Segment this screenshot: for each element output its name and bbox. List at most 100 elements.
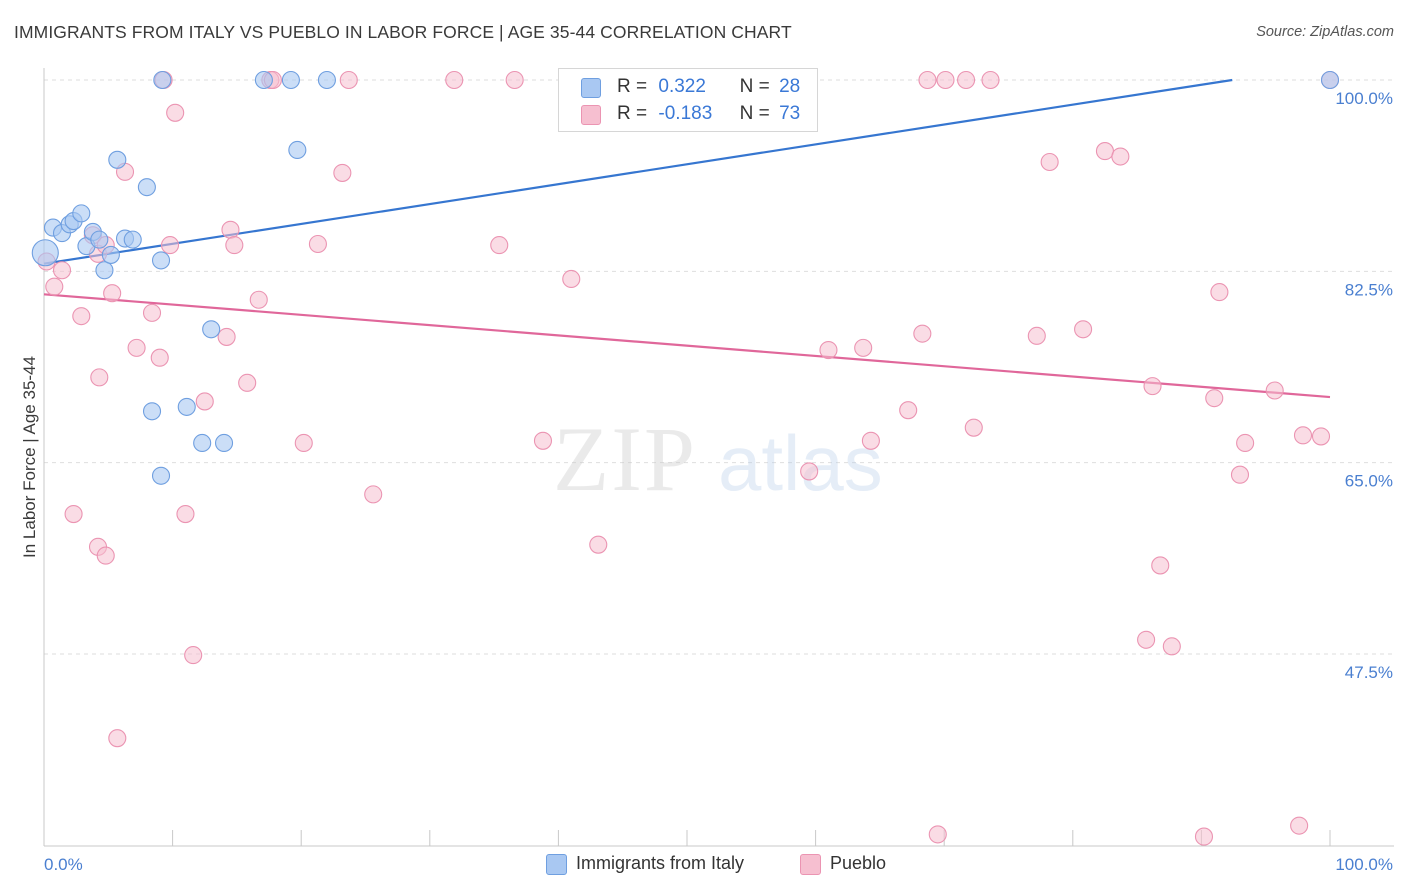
- pueblo-point: [308, 234, 327, 254]
- pueblo-point: [1074, 320, 1093, 339]
- pueblo-point: [90, 368, 109, 387]
- pueblo-point: [445, 70, 464, 90]
- bottom-legend-label-italy: Immigrants from Italy: [576, 853, 745, 873]
- pueblo-point: [294, 433, 313, 453]
- pueblo-point: [533, 431, 553, 450]
- italy-point: [137, 178, 156, 197]
- italy-point: [214, 433, 234, 453]
- italy-point: [254, 70, 273, 90]
- pueblo-point: [490, 236, 509, 255]
- pueblo-point: [166, 103, 185, 122]
- x-tick-label-min: 0.0%: [44, 855, 83, 874]
- italy-point: [108, 150, 127, 169]
- italy-point: [177, 397, 196, 416]
- pueblo-point: [1210, 283, 1229, 302]
- pueblo-point: [333, 163, 352, 182]
- italy-point: [142, 402, 162, 421]
- pueblo-point: [589, 535, 608, 554]
- pueblo-point: [221, 220, 240, 239]
- pueblo-point: [142, 303, 162, 322]
- pueblo-point: [52, 261, 72, 280]
- watermark: ZIP atlas: [553, 408, 883, 510]
- italy-point: [153, 70, 172, 90]
- italy-point: [123, 230, 142, 249]
- pueblo-point: [957, 70, 976, 90]
- legend-r-value: -0.183: [658, 103, 713, 124]
- italy-point: [281, 70, 300, 90]
- legend-n-value: 73: [779, 103, 801, 124]
- legend-n-label: N =: [739, 76, 770, 97]
- source-credit: Source: ZipAtlas.com: [1256, 24, 1394, 40]
- pueblo-point: [127, 338, 146, 357]
- legend-n-value: 28: [779, 76, 801, 97]
- y-tick-labels: 47.5% 65.0% 82.5% 100.0%: [1335, 89, 1393, 682]
- pueblo-point: [364, 485, 383, 504]
- pueblo-point: [861, 431, 880, 450]
- pueblo-point: [103, 284, 122, 303]
- pueblo-point: [1111, 147, 1130, 166]
- italy-point: [1320, 70, 1340, 90]
- pueblo-point: [176, 505, 195, 524]
- axes: [43, 68, 1394, 847]
- italy-point: [72, 204, 91, 223]
- legend-r-value: 0.322: [658, 76, 706, 97]
- pueblo-point: [1162, 637, 1181, 656]
- pueblo-point: [238, 373, 257, 392]
- legend-r-label: R =: [617, 103, 648, 124]
- y-tick-label: 65.0%: [1345, 472, 1393, 491]
- pueblo-point: [562, 269, 581, 289]
- pueblo-point: [195, 392, 214, 411]
- pueblo-point: [854, 338, 873, 357]
- pueblo-point: [505, 70, 524, 90]
- italy-point: [90, 230, 109, 249]
- watermark-zip: ZIP: [553, 408, 697, 510]
- watermark-atlas: atlas: [718, 419, 883, 507]
- pueblo-point: [1236, 433, 1255, 453]
- legend-n-label: N =: [739, 103, 770, 124]
- pueblo-point: [225, 236, 244, 255]
- pueblo-point: [899, 401, 918, 420]
- pueblo-point: [1194, 827, 1214, 846]
- bottom-legend-label-pueblo: Pueblo: [830, 853, 887, 873]
- legend-r-label: R =: [617, 76, 648, 97]
- pueblo-point: [1095, 142, 1114, 161]
- italy-point: [31, 239, 59, 267]
- y-tick-label: 100.0%: [1335, 89, 1393, 108]
- pueblo-point: [800, 462, 819, 481]
- italy-point: [288, 140, 307, 160]
- pueblo-point: [1265, 381, 1284, 400]
- pueblo-point: [1293, 426, 1313, 445]
- pueblo-point: [217, 327, 236, 346]
- italy-point: [193, 433, 212, 453]
- pueblo-point: [981, 70, 1000, 90]
- pueblo-point: [108, 729, 127, 748]
- pueblo-point: [1205, 389, 1224, 408]
- italy-trend-line: [43, 78, 1233, 265]
- y-axis-label: In Labor Force | Age 35-44: [20, 356, 39, 558]
- pueblo-point: [96, 546, 115, 565]
- italy-point: [151, 251, 171, 270]
- italy-point: [317, 70, 336, 90]
- italy-point: [151, 466, 171, 485]
- pueblo-trend-line: [43, 293, 1331, 399]
- trend-lines: [43, 78, 1331, 399]
- correlation-legend: R = 0.322 N = 28 R = -0.183 N = 73: [558, 68, 818, 132]
- pueblo-point: [1143, 377, 1162, 396]
- pueblo-point: [184, 646, 203, 665]
- pueblo-point: [918, 70, 937, 90]
- y-tick-label: 82.5%: [1345, 280, 1393, 299]
- gridlines: [44, 79, 1394, 655]
- x-axis-ticks: [172, 830, 1331, 846]
- pueblo-point: [964, 418, 983, 437]
- pueblo-point: [150, 348, 169, 367]
- pueblo-point: [913, 324, 932, 343]
- pueblo-point: [1290, 816, 1309, 835]
- pueblo-point: [936, 70, 955, 90]
- pueblo-point: [1137, 630, 1156, 649]
- italy-point: [95, 261, 114, 280]
- y-tick-label: 47.5%: [1345, 663, 1393, 682]
- legend-swatch-italy: [581, 78, 601, 98]
- pueblo-point: [64, 505, 83, 524]
- pueblo-point: [1230, 465, 1250, 484]
